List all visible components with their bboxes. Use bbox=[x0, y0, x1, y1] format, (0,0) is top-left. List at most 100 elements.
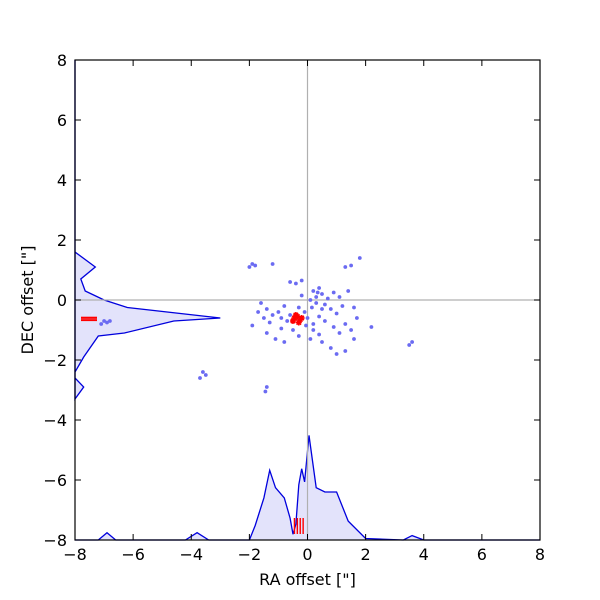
data-point bbox=[314, 295, 319, 299]
data-point bbox=[349, 263, 353, 268]
data-point bbox=[270, 262, 275, 266]
data-point bbox=[282, 304, 287, 308]
data-point bbox=[256, 310, 260, 314]
data-point bbox=[264, 307, 269, 311]
data-point bbox=[311, 328, 316, 332]
data-point bbox=[267, 320, 272, 325]
data-point bbox=[349, 328, 353, 332]
data-point bbox=[253, 263, 258, 268]
data-point bbox=[334, 311, 339, 316]
data-point bbox=[317, 314, 321, 319]
data-point bbox=[302, 310, 307, 314]
data-point bbox=[320, 340, 324, 344]
marker-star bbox=[298, 315, 305, 321]
data-point bbox=[369, 325, 374, 329]
data-point bbox=[291, 328, 295, 332]
x-axis-label: RA offset ["] bbox=[259, 570, 356, 589]
data-point bbox=[323, 302, 327, 307]
data-point bbox=[317, 286, 321, 290]
points-layer bbox=[99, 256, 414, 394]
data-point bbox=[296, 334, 301, 338]
data-point bbox=[328, 346, 333, 350]
ticks-layer: −8 −6 −4 −2 0 2 4 6 8 −8 −6 −4 −2 0 2 4 6 8 bbox=[43, 51, 545, 564]
y-tick-label: −8 bbox=[43, 531, 67, 550]
data-point bbox=[262, 316, 266, 320]
data-point bbox=[343, 322, 348, 326]
data-point bbox=[346, 289, 351, 293]
data-point bbox=[270, 313, 275, 317]
x-tick-label: 6 bbox=[477, 545, 487, 564]
data-point bbox=[352, 305, 356, 310]
data-point bbox=[407, 343, 412, 347]
data-point bbox=[323, 319, 327, 323]
x-tick-label: −2 bbox=[238, 545, 262, 564]
data-point bbox=[311, 289, 316, 293]
x-tick-label: −4 bbox=[179, 545, 203, 564]
x-tick-label: 8 bbox=[535, 545, 545, 564]
data-point bbox=[276, 310, 281, 314]
data-point bbox=[314, 301, 319, 305]
data-point bbox=[299, 278, 304, 283]
data-point bbox=[311, 322, 316, 326]
data-point bbox=[105, 320, 109, 325]
data-point bbox=[285, 319, 290, 323]
marker-star bbox=[291, 315, 298, 321]
data-point bbox=[410, 340, 414, 344]
marker-star bbox=[292, 312, 299, 318]
data-point bbox=[317, 332, 321, 337]
data-point bbox=[296, 305, 301, 310]
data-point bbox=[340, 304, 345, 308]
marker-layer bbox=[81, 312, 305, 534]
data-point bbox=[331, 290, 336, 295]
data-point bbox=[263, 389, 268, 394]
data-point bbox=[337, 295, 342, 299]
data-point bbox=[108, 319, 112, 323]
data-point bbox=[299, 293, 304, 298]
data-point bbox=[102, 319, 106, 323]
data-point bbox=[288, 313, 292, 317]
data-point bbox=[264, 385, 269, 389]
data-point bbox=[201, 370, 205, 374]
data-point bbox=[273, 337, 278, 341]
x-tick-label: 4 bbox=[419, 545, 429, 564]
density-x-line bbox=[75, 435, 540, 541]
data-point bbox=[337, 331, 342, 335]
y-tick-label: 4 bbox=[57, 171, 67, 190]
data-point bbox=[334, 352, 339, 356]
data-point bbox=[279, 326, 284, 331]
x-tick-label: 2 bbox=[361, 545, 371, 564]
data-point bbox=[331, 325, 336, 329]
density-y-fill bbox=[75, 60, 221, 399]
data-point bbox=[288, 280, 292, 284]
data-point bbox=[352, 337, 356, 341]
data-point bbox=[305, 316, 310, 320]
density-y-line bbox=[74, 60, 221, 402]
x-tick-label: −8 bbox=[63, 545, 87, 564]
data-point bbox=[99, 322, 104, 326]
data-point bbox=[198, 376, 202, 380]
data-point bbox=[294, 281, 298, 286]
y-tick-label: 2 bbox=[57, 231, 67, 250]
y-tick-label: −2 bbox=[43, 351, 67, 370]
data-point bbox=[355, 316, 359, 320]
y-tick-label: 8 bbox=[57, 51, 67, 70]
y-tick-label: 0 bbox=[57, 291, 67, 310]
data-point bbox=[250, 323, 255, 328]
data-point bbox=[279, 316, 284, 320]
y-tick-label: 6 bbox=[57, 111, 67, 130]
data-point bbox=[328, 307, 333, 311]
data-point bbox=[320, 307, 324, 311]
data-point bbox=[308, 337, 313, 341]
marker-star bbox=[295, 319, 302, 326]
data-point bbox=[259, 301, 263, 305]
data-point bbox=[325, 296, 330, 301]
data-point bbox=[315, 290, 320, 295]
data-point bbox=[343, 265, 348, 269]
data-point bbox=[203, 373, 208, 377]
crosshair-layer bbox=[75, 60, 540, 540]
y-axis-label: DEC offset ["] bbox=[18, 246, 37, 355]
y-tick-label: −4 bbox=[43, 411, 67, 430]
y-tick-label: −6 bbox=[43, 471, 67, 490]
